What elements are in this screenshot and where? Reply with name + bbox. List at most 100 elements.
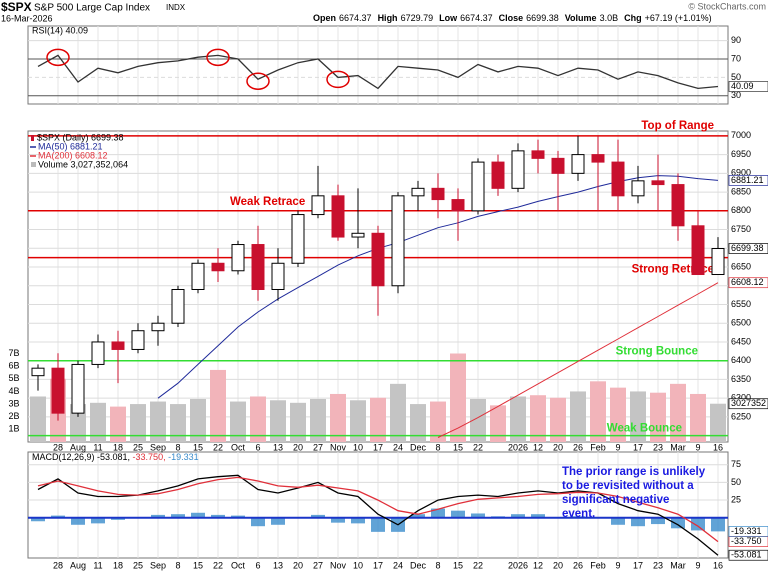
candle-body	[51, 367, 65, 414]
volume-bar	[610, 387, 626, 442]
value-tag	[728, 398, 768, 410]
x-tick-label: 6	[255, 560, 260, 570]
volume-bar	[270, 400, 286, 442]
candle-body	[551, 157, 565, 174]
histogram-bar	[471, 513, 485, 518]
x-tick-label: 6	[255, 442, 260, 452]
volume-tick-label: 4B	[8, 386, 19, 396]
y-tick-label: 75	[731, 459, 741, 469]
value-tag	[728, 526, 768, 537]
candle-body	[651, 180, 665, 186]
x-tick-label: 12	[533, 560, 543, 570]
value-tag-label: 6608.12	[731, 277, 764, 287]
annotation: significant negative	[562, 494, 669, 506]
x-tick-label: 10	[353, 560, 363, 570]
x-tick-label: Mar	[670, 442, 686, 452]
histogram-bar	[51, 515, 65, 518]
level-label: Weak Retrace	[230, 196, 305, 208]
volume-tick-label: 1B	[8, 424, 19, 434]
volume-bar	[110, 406, 126, 442]
candle-body	[331, 195, 345, 238]
x-tick-label: 22	[213, 560, 223, 570]
volume-bar	[670, 383, 686, 442]
x-tick-label: 25	[133, 442, 143, 452]
candle-body	[311, 195, 325, 216]
quote-value: +67.19 (+1.01%)	[645, 13, 712, 23]
quote-value: 6729.79	[401, 13, 434, 23]
volume-bar	[170, 404, 186, 442]
x-tick-label: 17	[373, 442, 383, 452]
x-tick-label: 27	[313, 442, 323, 452]
value-tag	[728, 175, 768, 186]
series-line	[437, 282, 719, 438]
x-tick-label: 22	[473, 442, 483, 452]
candle-body	[131, 330, 145, 350]
y-tick-label: 6800	[731, 205, 751, 215]
x-tick-label: 28	[53, 442, 63, 452]
volume-bar	[490, 405, 506, 442]
annotation: event.	[562, 508, 595, 520]
series-line	[157, 175, 719, 399]
x-tick-label: Sep	[150, 442, 166, 452]
x-tick-label: Dec	[410, 442, 427, 452]
y-tick-label: 70	[731, 53, 741, 63]
copyright: © StockCharts.com	[688, 1, 766, 11]
x-tick-label: 12	[533, 442, 543, 452]
annotation: to be revisited without a	[562, 480, 694, 492]
histogram-bar	[371, 517, 385, 532]
x-tick-label: 8	[175, 442, 180, 452]
histogram-bar	[411, 514, 425, 518]
x-tick-label: Dec	[410, 560, 427, 570]
value-tag	[728, 81, 768, 92]
histogram-bar	[91, 517, 105, 524]
x-tick-label: Oct	[231, 442, 246, 452]
volume-bar	[290, 402, 306, 442]
x-tick-label: 9	[695, 560, 700, 570]
x-tick-label: Nov	[330, 560, 347, 570]
y-tick-label: 25	[731, 494, 741, 504]
volume-tick-label: 2B	[8, 411, 19, 421]
x-tick-label: 8	[435, 560, 440, 570]
series-line	[37, 476, 719, 543]
x-tick-label: Sep	[150, 560, 166, 570]
volume-bar	[370, 397, 386, 442]
volume-bar	[90, 402, 106, 442]
y-tick-label: 6650	[731, 261, 751, 271]
x-tick-label: 20	[553, 560, 563, 570]
y-tick-label: 6400	[731, 355, 751, 365]
y-tick-label: 50	[731, 72, 741, 82]
x-tick-label: 2026	[508, 560, 528, 570]
candle-body	[691, 225, 705, 276]
volume-bar	[190, 399, 206, 442]
level-label: Strong Bounce	[616, 346, 698, 358]
x-tick-label: 2026	[508, 442, 528, 452]
histogram-bar	[611, 517, 625, 525]
value-tag	[728, 243, 768, 254]
x-tick-label: 20	[293, 442, 303, 452]
volume-tick-label: 3B	[8, 398, 19, 408]
volume-bar	[710, 403, 726, 442]
value-tag-label: -33.750	[731, 536, 762, 546]
histogram-bar	[191, 512, 205, 518]
volume-bar	[130, 404, 146, 442]
x-tick-label: 11	[93, 560, 102, 570]
level-label: Weak Bounce	[607, 423, 682, 435]
quote-label: Low	[439, 13, 458, 23]
quote-label: Close	[499, 13, 524, 23]
histogram-bar	[111, 517, 125, 520]
volume-bar	[510, 396, 526, 442]
volume-bar	[430, 401, 446, 442]
x-tick-label: 15	[193, 560, 203, 570]
histogram-bar	[311, 514, 325, 518]
x-tick-label: 16	[713, 442, 723, 452]
x-tick-label: Aug	[70, 560, 86, 570]
histogram-bar	[711, 517, 725, 532]
x-tick-label: 17	[633, 560, 643, 570]
x-tick-label: 28	[53, 560, 63, 570]
annotation-circle	[246, 72, 270, 90]
value-tag	[728, 277, 768, 289]
volume-bar	[470, 399, 486, 442]
x-tick-label: 22	[213, 442, 223, 452]
candle-body	[591, 154, 605, 163]
